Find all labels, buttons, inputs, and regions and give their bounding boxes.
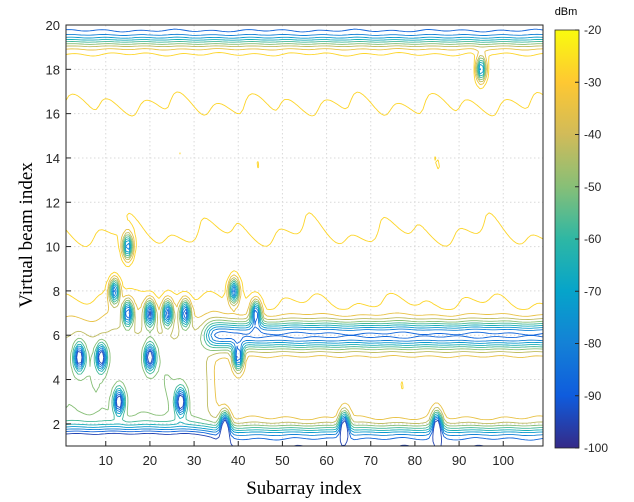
colorbar-tick-label: -80 bbox=[584, 337, 602, 351]
y-axis-ticks: 2 4 6 8 10 12 14 16 18 20 bbox=[46, 18, 71, 432]
plot-background bbox=[66, 25, 543, 446]
x-tick-label: 60 bbox=[319, 453, 333, 468]
colorbar-tick-label: -50 bbox=[584, 180, 602, 194]
colorbar-ticks: -20 -30 -40 -50 -60 -70 -80 -90 -100 bbox=[575, 23, 608, 455]
contour-level bbox=[66, 28, 543, 441]
y-tick-label: 12 bbox=[46, 195, 60, 210]
x-tick-label: 100 bbox=[492, 453, 514, 468]
colorbar-tick-label: -70 bbox=[584, 284, 602, 298]
colorbar-tick-label: -100 bbox=[584, 441, 608, 455]
contour-level bbox=[66, 45, 543, 425]
x-tick-label: 80 bbox=[408, 453, 422, 468]
colorbar-tick-label: -40 bbox=[584, 128, 602, 142]
y-axis-label: Virtual beam index bbox=[16, 162, 37, 308]
colorbar-tick-label: -20 bbox=[584, 23, 602, 37]
x-axis-label: Subarray index bbox=[246, 478, 362, 499]
x-tick-label: 40 bbox=[231, 453, 245, 468]
contour-level bbox=[66, 33, 543, 437]
y-tick-label: 2 bbox=[53, 417, 60, 432]
y-tick-label: 20 bbox=[46, 18, 60, 33]
colorbar: -20 -30 -40 -50 -60 -70 -80 -90 -100 dBm bbox=[554, 6, 608, 455]
y-tick-label: 14 bbox=[46, 151, 60, 166]
colorbar-tick-label: -90 bbox=[584, 389, 602, 403]
y-tick-label: 8 bbox=[53, 284, 60, 299]
y-tick-label: 6 bbox=[53, 328, 60, 343]
x-tick-label: 20 bbox=[143, 453, 157, 468]
colorbar-unit: dBm bbox=[555, 6, 578, 18]
y-tick-label: 10 bbox=[46, 240, 60, 255]
y-tick-label: 4 bbox=[53, 373, 60, 388]
contour-lines bbox=[66, 28, 543, 446]
y-tick-label: 18 bbox=[46, 62, 60, 77]
x-tick-label: 30 bbox=[187, 453, 201, 468]
y-tick-label: 16 bbox=[46, 107, 60, 122]
contour-level bbox=[66, 36, 543, 434]
plot-frame bbox=[65, 24, 544, 447]
contour-level bbox=[66, 43, 543, 427]
colorbar-tick-label: -30 bbox=[584, 75, 602, 89]
x-tick-label: 10 bbox=[99, 453, 113, 468]
contour-level bbox=[66, 311, 484, 446]
x-axis-ticks: 10 20 30 40 50 60 70 80 90 100 bbox=[99, 441, 514, 468]
contour-level bbox=[66, 41, 543, 429]
x-tick-label: 50 bbox=[275, 453, 289, 468]
contour-level bbox=[66, 39, 543, 431]
contour-level bbox=[66, 52, 543, 390]
x-tick-label: 70 bbox=[364, 453, 378, 468]
colorbar-tick-label: -60 bbox=[584, 232, 602, 246]
x-tick-label: 90 bbox=[452, 453, 466, 468]
contour-level bbox=[66, 48, 543, 421]
